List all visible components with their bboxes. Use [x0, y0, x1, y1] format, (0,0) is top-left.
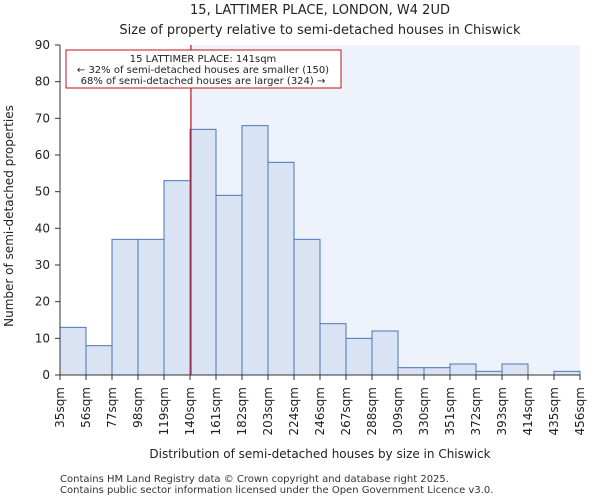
- y-tick-label: 10: [35, 331, 50, 345]
- x-tick-label: 288sqm: [365, 387, 379, 435]
- x-tick-label: 119sqm: [157, 387, 171, 435]
- annotation-larger: 68% of semi-detached houses are larger (…: [81, 76, 326, 87]
- x-tick-label: 203sqm: [261, 387, 275, 435]
- y-tick-label: 50: [35, 185, 50, 199]
- bar: [423, 367, 451, 376]
- annotation-smaller: ← 32% of semi-detached houses are smalle…: [77, 65, 329, 76]
- y-axis-label: Number of semi-detached properties: [2, 105, 16, 327]
- bar: [111, 238, 139, 376]
- x-tick-label: 309sqm: [391, 387, 405, 435]
- y-tick-label: 40: [35, 221, 50, 235]
- bar: [59, 326, 87, 376]
- y-tick-label: 30: [35, 258, 50, 272]
- x-axis-label: Distribution of semi-detached houses by …: [149, 447, 490, 461]
- y-tick-label: 90: [35, 38, 50, 52]
- bar: [215, 194, 243, 376]
- bar: [85, 345, 113, 376]
- bar: [267, 161, 295, 376]
- x-tick-label: 435sqm: [547, 387, 561, 435]
- x-tick-label: 161sqm: [209, 387, 223, 435]
- chart-title: 15, LATTIMER PLACE, LONDON, W4 2UD: [190, 3, 450, 18]
- chart-subtitle: Size of property relative to semi-detach…: [119, 23, 521, 38]
- x-tick-label: 393sqm: [495, 387, 509, 435]
- x-tick-label: 267sqm: [339, 387, 353, 435]
- annotation-box: [65, 49, 342, 89]
- y-tick-label: 0: [42, 368, 50, 382]
- bar: [475, 370, 503, 376]
- bar: [293, 238, 321, 376]
- bar: [319, 323, 347, 376]
- bar: [137, 238, 165, 376]
- y-tick-label: 20: [35, 295, 50, 309]
- bar: [189, 128, 217, 376]
- x-tick-label: 224sqm: [287, 387, 301, 435]
- x-tick-label: 372sqm: [469, 387, 483, 435]
- footer-licence: Contains public sector information licen…: [60, 485, 494, 496]
- annotation-title: 15 LATTIMER PLACE: 141sqm: [130, 54, 277, 65]
- y-tick-label: 70: [35, 111, 50, 125]
- x-tick-label: 98sqm: [131, 387, 145, 428]
- y-tick-label: 60: [35, 148, 50, 162]
- y-tick-label: 80: [35, 75, 50, 89]
- x-tick-label: 414sqm: [521, 387, 535, 435]
- bar: [163, 180, 191, 376]
- x-tick-label: 35sqm: [53, 387, 67, 428]
- x-tick-label: 77sqm: [105, 387, 119, 428]
- x-tick-label: 351sqm: [443, 387, 457, 435]
- x-tick-label: 140sqm: [183, 387, 197, 435]
- bar: [371, 330, 399, 376]
- x-tick-label: 330sqm: [417, 387, 431, 435]
- footer-copyright: Contains HM Land Registry data © Crown c…: [60, 474, 449, 485]
- x-tick-label: 182sqm: [235, 387, 249, 435]
- bar: [449, 363, 477, 376]
- x-tick-label: 456sqm: [573, 387, 587, 435]
- bar: [397, 367, 425, 376]
- x-tick-label: 246sqm: [313, 387, 327, 435]
- bar: [553, 370, 581, 376]
- plot-area: 0 10 20 30 40 50 60 70 80 90 35sqm 56sqm 77sqm 98sqm 1…: [35, 38, 587, 435]
- bar: [345, 337, 373, 376]
- bar: [241, 125, 269, 376]
- x-tick-label: 56sqm: [79, 387, 93, 428]
- bar: [501, 363, 529, 376]
- histogram-chart: 15, LATTIMER PLACE, LONDON, W4 2UD Size …: [2, 3, 587, 461]
